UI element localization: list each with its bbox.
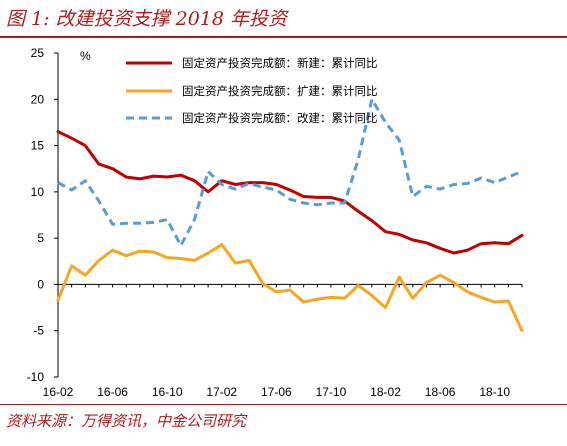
legend-label-1: 固定资产投资完成额：新建：累计同比 xyxy=(182,56,378,70)
y-tick-label: -5 xyxy=(33,324,44,338)
legend-label-2: 固定资产投资完成额：扩建：累计同比 xyxy=(182,84,378,98)
legend-label-3: 固定资产投资完成额：改建：累计同比 xyxy=(182,111,378,125)
title-divider xyxy=(0,36,567,38)
y-tick-label: 5 xyxy=(37,231,44,245)
y-tick-label: 25 xyxy=(31,46,45,60)
x-tick-label: 16-06 xyxy=(97,385,128,399)
series-line-3 xyxy=(57,97,523,247)
x-tick-label: 17-06 xyxy=(261,385,292,399)
series-line-2 xyxy=(56,243,524,333)
y-tick-label: -10 xyxy=(27,370,45,384)
x-tick-label: 16-10 xyxy=(152,385,183,399)
x-tick-label: 17-10 xyxy=(316,385,347,399)
x-tick-label: 16-02 xyxy=(43,385,74,399)
y-tick-label: 10 xyxy=(31,185,45,199)
series-line-1 xyxy=(56,130,524,255)
y-axis-unit: % xyxy=(80,49,91,63)
source-divider xyxy=(0,404,567,405)
x-tick-label: 17-02 xyxy=(206,385,237,399)
source-note: 资料来源：万得资讯，中金公司研究 xyxy=(6,412,247,430)
y-tick-label: 15 xyxy=(31,139,45,153)
y-tick-label: 20 xyxy=(31,92,45,106)
figure-title: 图 1: 改建投资支撑 2018 年投资 xyxy=(6,8,288,30)
x-tick-label: 18-06 xyxy=(425,385,456,399)
series-layer xyxy=(56,97,524,333)
x-tick-label: 18-10 xyxy=(479,385,510,399)
x-tick-label: 18-02 xyxy=(370,385,401,399)
chart-legend: 固定资产投资完成额：新建：累计同比固定资产投资完成额：扩建：累计同比固定资产投资… xyxy=(126,56,378,125)
chart-axes: -10 -5 0 5 10 15 20 25 % 16-02 16-06 16-10 17-02 17-0… xyxy=(27,46,523,399)
y-tick-label: 0 xyxy=(37,277,44,291)
